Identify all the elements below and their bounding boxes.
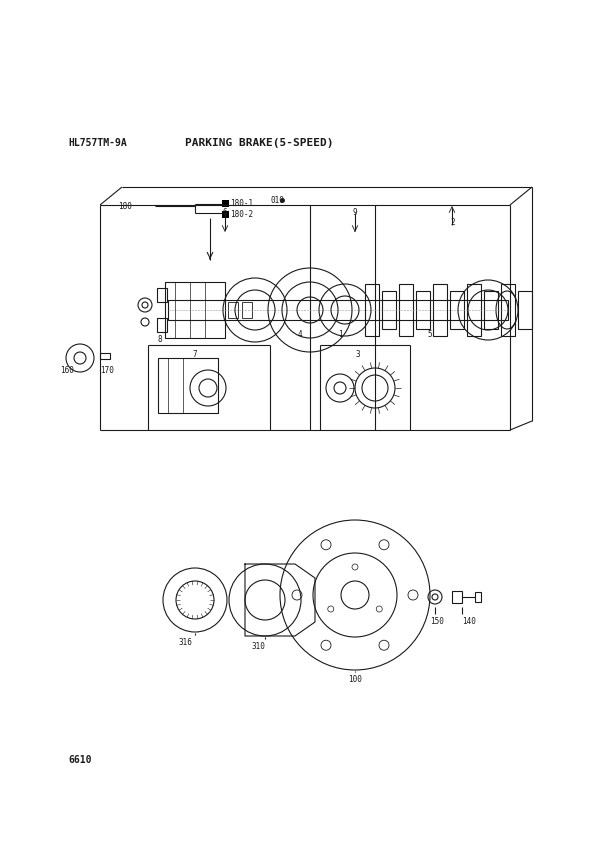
Bar [452,591,462,603]
Bar [399,284,413,336]
Bar [242,302,252,318]
Text: 2: 2 [450,218,455,227]
Bar [100,353,110,359]
Text: PARKING BRAKE(5-SPEED): PARKING BRAKE(5-SPEED) [185,138,334,148]
Text: 8: 8 [158,335,162,344]
Bar [518,291,532,329]
Text: 7: 7 [193,350,198,359]
Text: 170: 170 [100,366,114,375]
Bar [365,284,379,336]
Bar [222,211,229,218]
Text: 180-1: 180-1 [230,199,253,208]
Bar [475,592,481,602]
Bar [168,300,508,320]
Text: 010: 010 [270,196,284,205]
Bar [222,200,229,207]
Bar [433,284,447,336]
Bar [484,291,498,329]
Text: 310: 310 [251,642,265,651]
Text: 3: 3 [356,350,361,359]
Text: 100: 100 [348,675,362,684]
Bar [157,318,167,332]
Text: 180: 180 [118,202,132,211]
Bar [157,288,167,302]
Text: 9: 9 [353,208,358,217]
Text: 1: 1 [338,330,342,339]
Text: 316: 316 [178,638,192,647]
Text: 6610: 6610 [68,755,92,765]
Text: 160: 160 [60,366,74,375]
Bar [158,358,218,413]
Bar [165,282,225,338]
Text: 5: 5 [428,330,433,339]
Bar [416,291,430,329]
Bar [450,291,464,329]
Text: 150: 150 [430,617,444,626]
Bar [382,291,396,329]
Text: 6: 6 [223,208,227,217]
Text: 180-2: 180-2 [230,210,253,219]
Text: HL757TM-9A: HL757TM-9A [68,138,127,148]
Bar [467,284,481,336]
Bar [501,284,515,336]
Text: 140: 140 [462,617,476,626]
Bar [228,302,238,318]
Text: 4: 4 [298,330,302,339]
